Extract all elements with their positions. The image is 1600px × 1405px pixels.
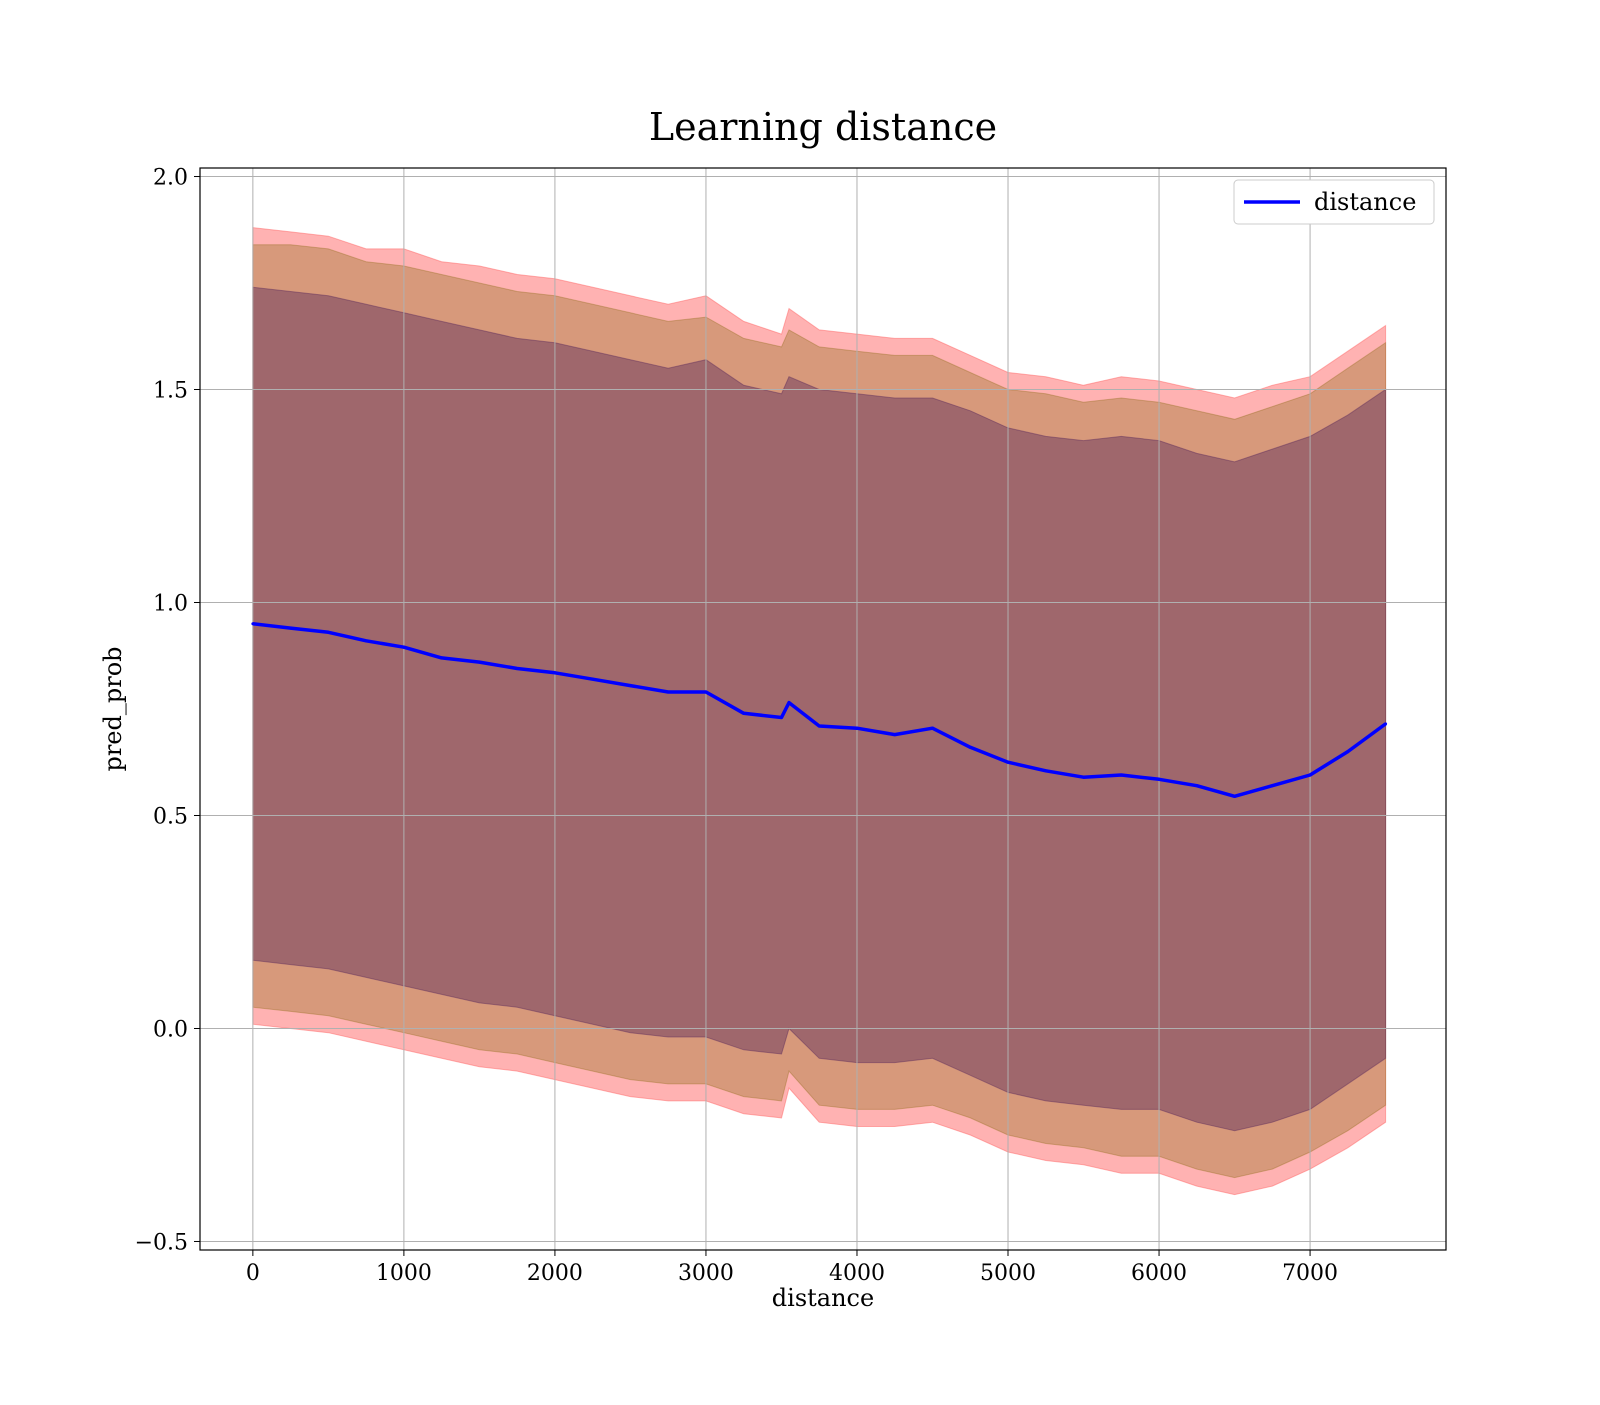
x-tick-label: 7000 <box>1282 1261 1338 1286</box>
x-tick-label: 4000 <box>829 1261 885 1286</box>
y-tick-label: −0.5 <box>135 1230 188 1255</box>
y-tick-label: 0.5 <box>153 804 188 829</box>
data-point <box>930 726 934 730</box>
data-point <box>440 656 444 660</box>
data-point <box>1044 769 1048 773</box>
series-lines <box>251 622 1388 799</box>
data-point <box>251 622 255 626</box>
y-axis-ticks: −0.5 0.0 0.5 1.0 1.5 2.0 <box>135 166 200 1255</box>
x-tick-label: 5000 <box>980 1261 1036 1286</box>
x-tick-label: 0 <box>246 1261 260 1286</box>
legend-box <box>1233 179 1435 225</box>
data-point <box>968 745 972 749</box>
data-point <box>628 684 632 688</box>
data-point <box>855 726 859 730</box>
data-point <box>477 660 481 664</box>
data-point <box>364 639 368 643</box>
data-point <box>817 724 821 728</box>
x-tick-label: 6000 <box>1131 1261 1187 1286</box>
x-tick-label: 2000 <box>527 1261 583 1286</box>
data-point <box>1119 773 1123 777</box>
y-tick-label: 1.0 <box>153 592 188 617</box>
legend: distance <box>1233 179 1435 225</box>
data-point <box>289 626 293 630</box>
data-point <box>1346 750 1350 754</box>
x-axis-ticks: 0 1000 2000 3000 4000 5000 6000 7000 <box>246 1250 1338 1286</box>
x-tick-label: 3000 <box>678 1261 734 1286</box>
data-point <box>1157 777 1161 781</box>
y-tick-label: 2.0 <box>153 166 188 191</box>
confidence-band-2 <box>252 286 1387 1132</box>
grid <box>200 168 1446 1250</box>
confidence-band-0 <box>252 227 1387 1196</box>
data-point <box>787 701 791 705</box>
data-point <box>326 630 330 634</box>
data-point <box>1233 794 1237 798</box>
data-point <box>1082 775 1086 779</box>
data-point <box>591 677 595 681</box>
data-point <box>704 690 708 694</box>
data-point <box>1006 760 1010 764</box>
data-point <box>742 711 746 715</box>
x-tick-label: 1000 <box>376 1261 432 1286</box>
chart-title: Learning distance <box>649 105 997 149</box>
x-axis-label: distance <box>772 1284 874 1312</box>
data-point <box>515 667 519 671</box>
y-axis-label: pred_prob <box>99 646 127 771</box>
legend-label: distance <box>1314 188 1416 216</box>
y-tick-label: 1.5 <box>153 379 188 404</box>
data-point <box>779 716 783 720</box>
confidence-bands <box>252 227 1387 1196</box>
y-tick-label: 0.0 <box>153 1017 188 1042</box>
confidence-band-1 <box>252 244 1387 1179</box>
data-point <box>666 690 670 694</box>
data-point <box>1270 784 1274 788</box>
series-line-distance <box>252 622 1387 799</box>
data-point <box>893 733 897 737</box>
data-point <box>553 671 557 675</box>
data-point <box>1384 722 1388 726</box>
plot-frame <box>199 167 1447 1251</box>
data-point <box>1195 784 1199 788</box>
data-point <box>1308 773 1312 777</box>
data-point <box>402 645 406 649</box>
